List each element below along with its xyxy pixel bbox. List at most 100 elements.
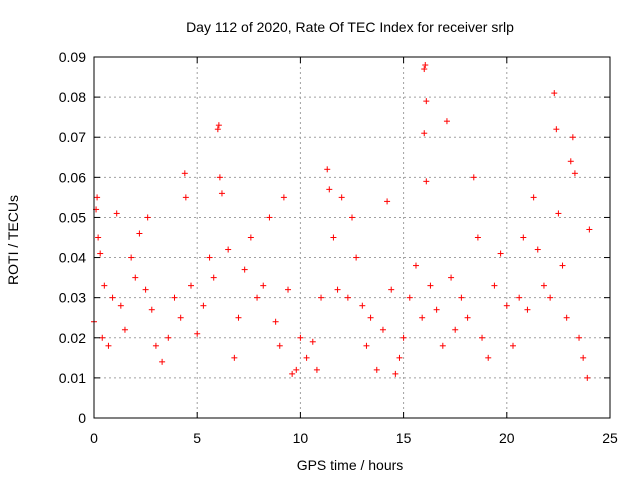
data-point	[367, 314, 374, 321]
data-point	[485, 354, 492, 361]
data-point	[330, 234, 337, 241]
data-point	[359, 302, 366, 309]
data-point	[563, 314, 570, 321]
data-point	[285, 286, 292, 293]
data-point	[206, 254, 213, 261]
data-point	[452, 326, 459, 333]
data-points	[91, 62, 593, 381]
x-axis-label: GPS time / hours	[297, 457, 404, 473]
data-point	[363, 342, 370, 349]
data-point	[297, 334, 304, 341]
data-point	[388, 286, 395, 293]
data-point	[182, 194, 189, 201]
data-point	[555, 210, 562, 217]
data-point	[171, 294, 178, 301]
x-tick-label: 0	[90, 430, 98, 446]
data-point	[344, 294, 351, 301]
data-point	[353, 254, 360, 261]
data-point	[373, 366, 380, 373]
data-point	[132, 274, 139, 281]
data-point	[276, 342, 283, 349]
x-tick-label: 15	[396, 430, 412, 446]
x-axis-ticks: 0 5 10 15 20 25	[90, 57, 618, 446]
data-point	[423, 178, 430, 185]
data-point	[309, 338, 316, 345]
data-point	[216, 174, 223, 181]
data-point	[520, 234, 527, 241]
data-point	[396, 354, 403, 361]
data-point	[421, 130, 428, 137]
data-point	[200, 302, 207, 309]
data-point	[293, 366, 300, 373]
x-tick-label: 25	[602, 430, 618, 446]
data-point	[423, 98, 430, 105]
data-point	[303, 354, 310, 361]
y-tick-label: 0.03	[59, 290, 86, 306]
data-point	[524, 306, 531, 313]
data-point	[181, 170, 188, 177]
data-point	[497, 250, 504, 257]
data-point	[419, 314, 426, 321]
data-point	[136, 230, 143, 237]
grid-lines	[94, 57, 610, 418]
data-point	[177, 314, 184, 321]
data-point	[439, 342, 446, 349]
y-tick-label: 0.02	[59, 330, 86, 346]
data-point	[241, 266, 248, 273]
y-tick-label: 0	[78, 410, 86, 426]
data-point	[422, 62, 429, 69]
data-point	[194, 330, 201, 337]
y-axis-ticks: 0 0.01 0.02 0.03 0.04 0.05 0.06 0.07 0.08 0.09	[59, 49, 610, 426]
data-point	[586, 226, 593, 233]
data-point	[516, 294, 523, 301]
data-point	[210, 274, 217, 281]
data-point	[272, 318, 279, 325]
data-point	[503, 302, 510, 309]
data-point	[427, 282, 434, 289]
data-point	[406, 294, 413, 301]
y-tick-label: 0.07	[59, 129, 86, 145]
data-point	[530, 194, 537, 201]
data-point	[553, 126, 560, 133]
data-point	[266, 214, 273, 221]
data-point	[412, 262, 419, 269]
data-point	[448, 274, 455, 281]
y-axis-label: ROTI / TECUs	[5, 195, 21, 285]
data-point	[99, 334, 106, 341]
chart-title: Day 112 of 2020, Rate Of TEC Index for r…	[186, 19, 514, 35]
data-point	[458, 294, 465, 301]
data-point	[509, 342, 516, 349]
data-point	[121, 326, 128, 333]
data-point	[113, 210, 120, 217]
data-point	[324, 166, 331, 173]
data-point	[569, 134, 576, 141]
x-tick-label: 5	[193, 430, 201, 446]
data-point	[576, 334, 583, 341]
x-tick-label: 20	[499, 430, 515, 446]
data-point	[400, 334, 407, 341]
data-point	[421, 66, 428, 73]
data-point	[188, 282, 195, 289]
data-point	[584, 374, 591, 381]
data-point	[470, 174, 477, 181]
data-point	[105, 342, 112, 349]
data-point	[144, 214, 151, 221]
data-point	[338, 194, 345, 201]
data-point	[254, 294, 261, 301]
data-point	[148, 306, 155, 313]
data-point	[109, 294, 116, 301]
data-point	[464, 314, 471, 321]
data-point	[165, 334, 172, 341]
data-point	[491, 282, 498, 289]
data-point	[318, 294, 325, 301]
y-tick-label: 0.09	[59, 49, 86, 65]
data-point	[159, 358, 166, 365]
data-point	[289, 370, 296, 377]
data-point	[567, 158, 574, 165]
data-point	[334, 286, 341, 293]
data-point	[443, 118, 450, 125]
x-tick-label: 10	[293, 430, 309, 446]
data-point	[479, 334, 486, 341]
data-point	[235, 314, 242, 321]
data-point	[101, 282, 108, 289]
